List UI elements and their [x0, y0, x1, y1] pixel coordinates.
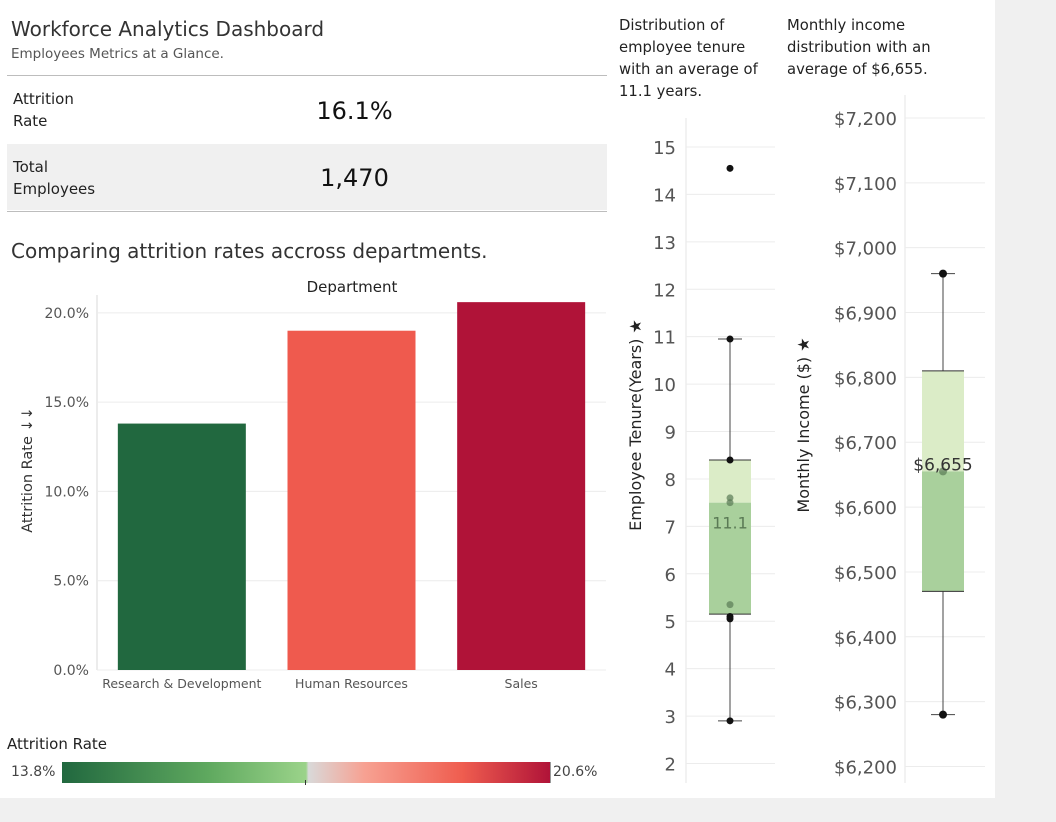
data-point: [726, 601, 734, 609]
y-tick-label: 12: [653, 280, 676, 301]
y-tick-label: 13: [653, 233, 676, 254]
kpi-value: 16.1%: [316, 97, 393, 125]
bar: [457, 302, 586, 670]
page-subtitle: Employees Metrics at a Glance.: [11, 46, 224, 62]
average-label: $6,655: [913, 455, 972, 475]
x-tick-label: Sales: [505, 676, 538, 691]
y-tick-label: 3: [665, 707, 676, 728]
data-point: [726, 499, 734, 507]
box-lower: [922, 471, 964, 592]
kpi-attrition-rate: Attrition Rate 16.1%: [7, 77, 607, 143]
y-tick-label: 15.0%: [45, 395, 89, 411]
y-tick-label: 10: [653, 375, 676, 396]
kpi-value: 1,470: [320, 164, 389, 192]
kpi-label: Attrition Rate: [13, 90, 74, 130]
box-upper: [922, 370, 964, 472]
y-tick-label: 2: [665, 755, 676, 776]
y-tick-label: $6,200: [834, 758, 897, 779]
attrition-bar-chart: Department 0.0% 5.0% 10.0% 15.0% 20.0% Attriti…: [20, 278, 606, 691]
tenure-caption: Distribution of employee tenure with an …: [619, 17, 758, 100]
y-tick-label: 8: [665, 470, 676, 491]
income-box-plot: $6,200 $6,300 $6,400 $6,500 $6,600 $6,700 $6,8…: [794, 95, 985, 783]
y-tick-label: 11: [653, 328, 676, 349]
y-tick-label: $6,300: [834, 693, 897, 714]
legend-divider: [550, 762, 551, 783]
data-point: [726, 615, 734, 623]
y-tick-label: 5: [665, 612, 676, 633]
legend-min-label: 13.8%: [11, 764, 56, 780]
y-tick-label: $6,600: [834, 498, 897, 519]
y-tick-label: $6,400: [834, 628, 897, 649]
y-tick-label: $6,700: [834, 433, 897, 454]
bar: [287, 330, 416, 670]
income-caption: Monthly income distribution with an aver…: [787, 17, 931, 78]
box-lower: [709, 502, 751, 615]
y-axis-label: Employee Tenure(Years) ★: [626, 319, 645, 531]
y-tick-label: 20.0%: [45, 306, 89, 322]
page-title: Workforce Analytics Dashboard: [11, 17, 325, 41]
y-tick-label: 4: [665, 660, 676, 681]
data-point: [726, 164, 734, 172]
data-point: [939, 269, 947, 278]
legend-marker: [305, 780, 306, 785]
divider: [7, 211, 607, 212]
tenure-box-plot: 2 3 4 5 6 7 8 9 10 11 12 13 14 15 Employee Tenure(Year…: [626, 118, 775, 783]
y-tick-label: 5.0%: [53, 574, 89, 590]
y-tick-label: 10.0%: [45, 484, 89, 500]
y-tick-label: 15: [653, 138, 676, 159]
bar: [117, 423, 246, 670]
x-tick-label: Human Resources: [295, 676, 408, 691]
data-point: [939, 710, 947, 719]
legend-title: Attrition Rate: [7, 735, 107, 753]
divider: [7, 75, 607, 76]
x-tick-label: Research & Development: [102, 676, 261, 691]
data-point: [726, 335, 734, 343]
legend-max-label: 20.6%: [553, 764, 598, 780]
y-tick-label: $7,000: [834, 239, 897, 260]
dashboard: Workforce Analytics Dashboard Employees …: [0, 0, 995, 798]
y-tick-label: 14: [653, 185, 676, 206]
y-tick-label: 0.0%: [53, 663, 89, 679]
y-tick-label: 7: [665, 517, 676, 538]
y-axis-label: Attrition Rate ↓↓: [20, 407, 36, 533]
average-label: 11.1: [712, 513, 748, 532]
data-point: [726, 456, 734, 464]
data-point: [939, 467, 947, 476]
bar-header-label: Department: [307, 278, 398, 296]
data-point: [726, 717, 734, 725]
y-tick-label: $7,100: [834, 174, 897, 195]
color-legend-gradient: [62, 762, 550, 783]
y-tick-label: 9: [665, 423, 676, 444]
y-tick-label: $7,200: [834, 109, 897, 130]
y-tick-label: $6,800: [834, 368, 897, 389]
kpi-total-employees: Total Employees 1,470: [7, 144, 607, 210]
kpi-label: Total Employees: [13, 158, 96, 198]
y-tick-label: 6: [665, 565, 676, 586]
bar-chart-title: Comparing attrition rates accross depart…: [11, 239, 488, 263]
y-axis-label: Monthly Income ($) ★: [794, 337, 813, 512]
y-tick-label: $6,900: [834, 304, 897, 325]
y-tick-label: $6,500: [834, 563, 897, 584]
